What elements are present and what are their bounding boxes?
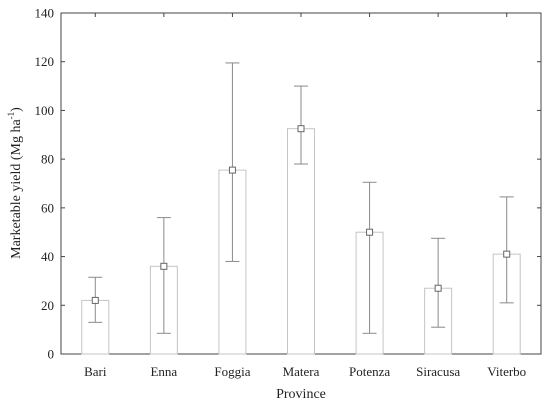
y-tick-label: 120 xyxy=(35,54,55,69)
x-axis-title: Province xyxy=(276,387,326,402)
mean-marker xyxy=(228,166,236,174)
mean-marker xyxy=(160,262,168,270)
y-tick-label: 140 xyxy=(35,6,55,21)
x-tick-label: Viterbo xyxy=(487,364,526,379)
bar-matera xyxy=(287,128,315,355)
y-tick-label: 40 xyxy=(41,249,54,264)
x-tick-label: Bari xyxy=(84,364,107,379)
y-tick-label: 100 xyxy=(35,103,55,118)
x-tick-label: Matera xyxy=(283,364,320,379)
mean-marker xyxy=(503,250,511,258)
x-tick-label: Siracusa xyxy=(416,364,460,379)
y-tick-label: 60 xyxy=(41,200,54,215)
y-axis-title-superscript: -1 xyxy=(6,112,16,120)
y-tick-label: 20 xyxy=(41,298,54,313)
x-tick-label: Foggia xyxy=(214,364,250,379)
x-tick-label: Potenza xyxy=(349,364,390,379)
mean-marker xyxy=(91,296,99,304)
mean-marker xyxy=(297,125,305,133)
mean-marker xyxy=(434,284,442,292)
y-axis-title: Marketable yield (Mg ha-1) xyxy=(6,107,24,259)
mean-marker xyxy=(366,228,374,236)
y-tick-label: 0 xyxy=(48,347,55,362)
y-tick-label: 80 xyxy=(41,152,54,167)
x-tick-label: Enna xyxy=(150,364,177,379)
